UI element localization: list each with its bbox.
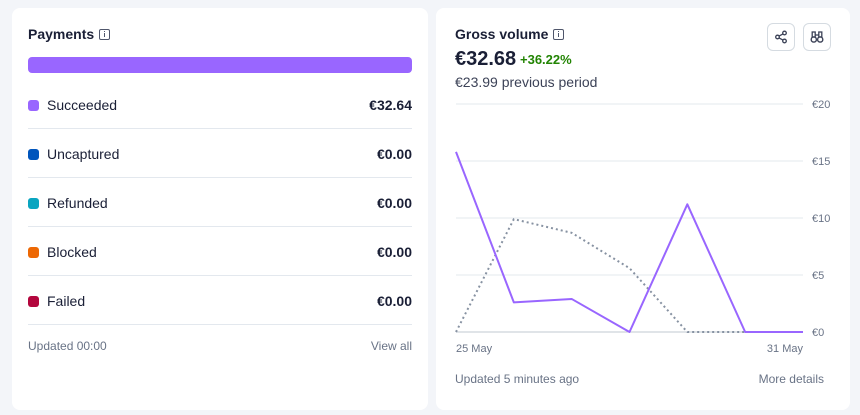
y-tick-label: €10 xyxy=(812,213,830,225)
row-label: Refunded xyxy=(47,195,108,211)
row-value: €0.00 xyxy=(376,195,412,211)
x-tick-label-start: 25 May xyxy=(456,343,493,355)
payments-breakdown-bar xyxy=(28,57,412,73)
change-percent-badge: +36.22% xyxy=(520,52,572,67)
status-swatch xyxy=(28,149,39,160)
payment-row-refunded[interactable]: Refunded €0.00 xyxy=(28,178,412,227)
row-value: €0.00 xyxy=(376,293,412,309)
row-label: Succeeded xyxy=(47,97,118,113)
payments-updated-text: Updated 00:00 xyxy=(28,339,107,353)
x-tick-label-end: 31 May xyxy=(767,343,804,355)
more-details-link[interactable]: More details xyxy=(758,372,824,386)
gross-volume-amount: €32.68 xyxy=(455,48,517,70)
payment-row-blocked[interactable]: Blocked €0.00 xyxy=(28,227,412,276)
payments-title: Payments xyxy=(28,26,111,42)
gross-volume-card: Gross volume €32.68 +36.22% €23.99 previ… xyxy=(436,8,850,410)
row-label: Uncaptured xyxy=(47,146,120,162)
explore-button[interactable] xyxy=(803,23,831,51)
row-value: €32.64 xyxy=(369,97,412,113)
payment-row-failed[interactable]: Failed €0.00 xyxy=(28,276,412,325)
current-period-line xyxy=(455,151,803,333)
y-tick-label: €5 xyxy=(812,270,824,282)
gross-volume-title: Gross volume xyxy=(455,26,565,42)
previous-period-text: €23.99 previous period xyxy=(455,74,598,90)
info-icon[interactable] xyxy=(553,29,565,40)
row-label: Blocked xyxy=(47,244,97,260)
gross-volume-chart: €20 €15 €10 €5 €0 25 May 31 May xyxy=(455,99,830,355)
info-icon[interactable] xyxy=(99,29,111,40)
status-swatch xyxy=(28,296,39,307)
binoculars-icon xyxy=(810,31,824,43)
view-all-link[interactable]: View all xyxy=(370,339,412,353)
share-button[interactable] xyxy=(767,23,795,51)
y-tick-label: €15 xyxy=(812,156,830,168)
row-value: €0.00 xyxy=(376,146,412,162)
payment-row-uncaptured[interactable]: Uncaptured €0.00 xyxy=(28,129,412,178)
status-swatch xyxy=(28,100,39,111)
payment-row-succeeded[interactable]: Succeeded €32.64 xyxy=(28,80,412,129)
payments-card: Payments Succeeded €32.64 Uncaptured €0.… xyxy=(12,8,428,410)
y-tick-label: €0 xyxy=(812,327,824,339)
status-swatch xyxy=(28,247,39,258)
share-icon xyxy=(775,30,787,44)
status-swatch xyxy=(28,198,39,209)
y-tick-label: €20 xyxy=(812,99,830,111)
gross-updated-text: Updated 5 minutes ago xyxy=(455,372,580,386)
row-label: Failed xyxy=(47,293,86,309)
previous-period-line xyxy=(455,218,803,333)
row-value: €0.00 xyxy=(376,244,412,260)
